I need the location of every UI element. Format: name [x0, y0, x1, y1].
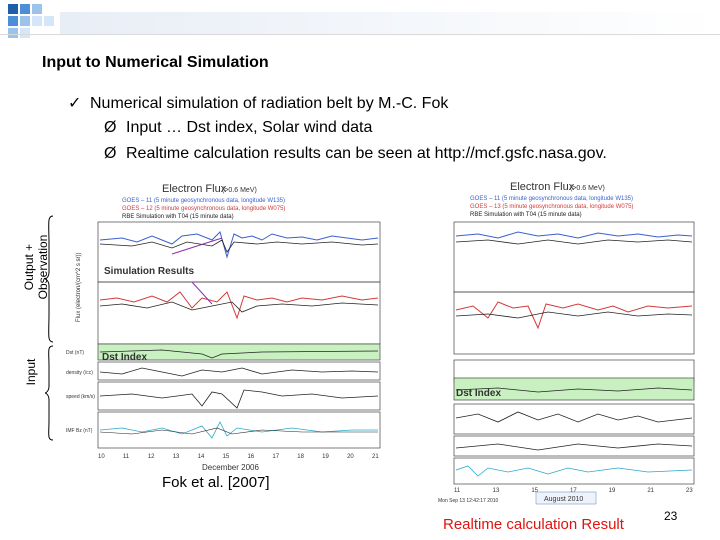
- right-sim-flux-line-2: [455, 311, 693, 319]
- arrow-marker: Ø: [104, 145, 117, 162]
- panel-label-speed: speed (km/s): [66, 394, 95, 400]
- x-tick-label: 12: [148, 454, 155, 460]
- left-sim-flux-line-1: [99, 239, 379, 253]
- x-tick-label: 21: [372, 454, 379, 460]
- panel-label-density: density (/cc): [66, 370, 93, 376]
- left-sim-flux-line-2: [99, 301, 379, 313]
- input-label: Input: [24, 358, 38, 386]
- right-figure-svg: Electron Flux (>0.6 MeV) GOES – 11 (5 mi…: [438, 181, 695, 505]
- check-marker: ✓: [68, 95, 82, 112]
- x-tick-label: 16: [247, 454, 254, 460]
- slide-title: Input to Numerical Simulation: [42, 54, 269, 71]
- left-imf-line-2: [99, 427, 378, 435]
- left-legend-3: RBE Simulation with T04 (15 minute data): [122, 214, 234, 220]
- right-density-line: [455, 411, 693, 423]
- header-divider: [0, 34, 720, 35]
- right-month-box: [535, 491, 597, 505]
- right-fig-title-unit: (>0.6 MeV): [570, 185, 605, 192]
- right-legend-3: RBE Simulation with T04 (15 minute data): [470, 212, 582, 218]
- page-number: 23: [664, 509, 678, 523]
- x-tick-label: 21: [647, 488, 654, 494]
- left-legend-1: GOES – 11 (5 minute geosynchronous data,…: [122, 198, 285, 204]
- right-speed-line: [455, 443, 693, 451]
- input-brace: [44, 345, 54, 441]
- left-density-line: [99, 367, 379, 377]
- right-legend-1: GOES – 11 (5 minute geosynchronous data,…: [470, 196, 633, 202]
- right-dst-line: [455, 387, 693, 393]
- left-density-panel: [97, 361, 381, 381]
- flux-axis-label: Flux (electron/(cm^2 s sr)): [76, 253, 82, 323]
- left-blue-flux-line: [99, 231, 379, 259]
- simulation-results-annotation: Simulation Results: [104, 266, 195, 277]
- right-x-ticks: 11 13 15 17 19 21 23: [454, 488, 693, 494]
- sim-arrow-2: [191, 281, 213, 305]
- left-x-label: December 2006: [202, 463, 259, 472]
- header-bar: [60, 12, 720, 34]
- x-tick-label: 18: [297, 454, 304, 460]
- x-tick-label: 23: [686, 488, 693, 494]
- left-x-ticks: 10 11 12 13 14 15 16 17 18 19 20 21: [98, 454, 379, 460]
- bullet-3-text: Realtime calculation results can be seen…: [126, 145, 607, 162]
- right-sim-flux-line-1: [455, 239, 693, 245]
- x-tick-label: 14: [198, 454, 205, 460]
- left-speed-line: [99, 389, 379, 409]
- x-tick-label: 13: [173, 454, 180, 460]
- left-dst-annotation: Dst Index: [102, 352, 148, 363]
- bullet-2-text: Input … Dst index, Solar wind data: [126, 119, 373, 136]
- left-simulation-figure: Electron Flux (>0.6 MeV) GOES – 11 (5 mi…: [62, 182, 394, 476]
- bullet-2: Ø Input … Dst index, Solar wind data: [104, 119, 372, 137]
- panel-label-dst: Dst (nT): [66, 350, 84, 356]
- x-tick-label: 11: [123, 454, 130, 460]
- right-flux-panel-1: [453, 221, 695, 293]
- right-flux-panel-2: [453, 291, 695, 355]
- right-speed-panel: [453, 435, 695, 457]
- left-dst-line: [99, 349, 379, 359]
- right-realtime-figure: Electron Flux (>0.6 MeV) GOES – 11 (5 mi…: [398, 178, 714, 508]
- left-legend-2: GOES – 12 (5 minute geosynchronous data,…: [122, 206, 285, 212]
- bullet-3: Ø Realtime calculation results can be see…: [104, 145, 607, 163]
- left-fig-title-unit: (>0.6 MeV): [222, 187, 257, 194]
- bullet-1: ✓ Numerical simulation of radiation belt …: [68, 93, 448, 113]
- right-footer-timestamp: Mon Sep 13 12:42:17 2010: [438, 498, 499, 504]
- x-tick-label: 11: [454, 488, 461, 494]
- x-tick-label: 13: [493, 488, 500, 494]
- x-tick-label: 17: [570, 488, 577, 494]
- x-tick-label: 15: [223, 454, 230, 460]
- right-fig-title: Electron Flux: [510, 181, 575, 193]
- left-speed-panel: [97, 381, 381, 411]
- right-dst-annotation: Dst Index: [456, 388, 502, 399]
- right-blue-flux-line: [455, 231, 693, 239]
- right-legend-2: GOES – 13 (5 minute geosynchronous data,…: [470, 204, 633, 210]
- x-tick-label: 19: [322, 454, 329, 460]
- left-fig-title: Electron Flux: [162, 183, 227, 195]
- arrow-marker: Ø: [104, 119, 117, 136]
- x-tick-label: 15: [531, 488, 538, 494]
- left-imf-panel: [97, 411, 381, 449]
- right-imf-line: [455, 465, 693, 477]
- right-red-flux-line: [455, 301, 693, 330]
- x-tick-label: 19: [609, 488, 616, 494]
- citation: Fok et al. [2007]: [162, 474, 270, 491]
- left-red-flux-line: [99, 291, 379, 320]
- realtime-caption: Realtime calculation Result: [443, 516, 624, 533]
- right-imf-panel: [453, 457, 695, 485]
- right-footer-month: August 2010: [544, 496, 583, 503]
- left-dst-panel: [97, 343, 381, 361]
- bullet-1-text: Numerical simulation of radiation belt b…: [90, 95, 449, 112]
- x-tick-label: 17: [272, 454, 279, 460]
- left-imf-line: [99, 421, 378, 439]
- panel-label-imf: IMF Bz (nT): [66, 428, 93, 434]
- x-tick-label: 20: [347, 454, 354, 460]
- sim-arrow-1: [171, 237, 223, 255]
- x-tick-label: 10: [98, 454, 105, 460]
- output-brace: [44, 215, 54, 343]
- right-solar-wind-panel: [453, 403, 695, 435]
- left-figure-svg: Electron Flux (>0.6 MeV) GOES – 11 (5 mi…: [66, 183, 381, 472]
